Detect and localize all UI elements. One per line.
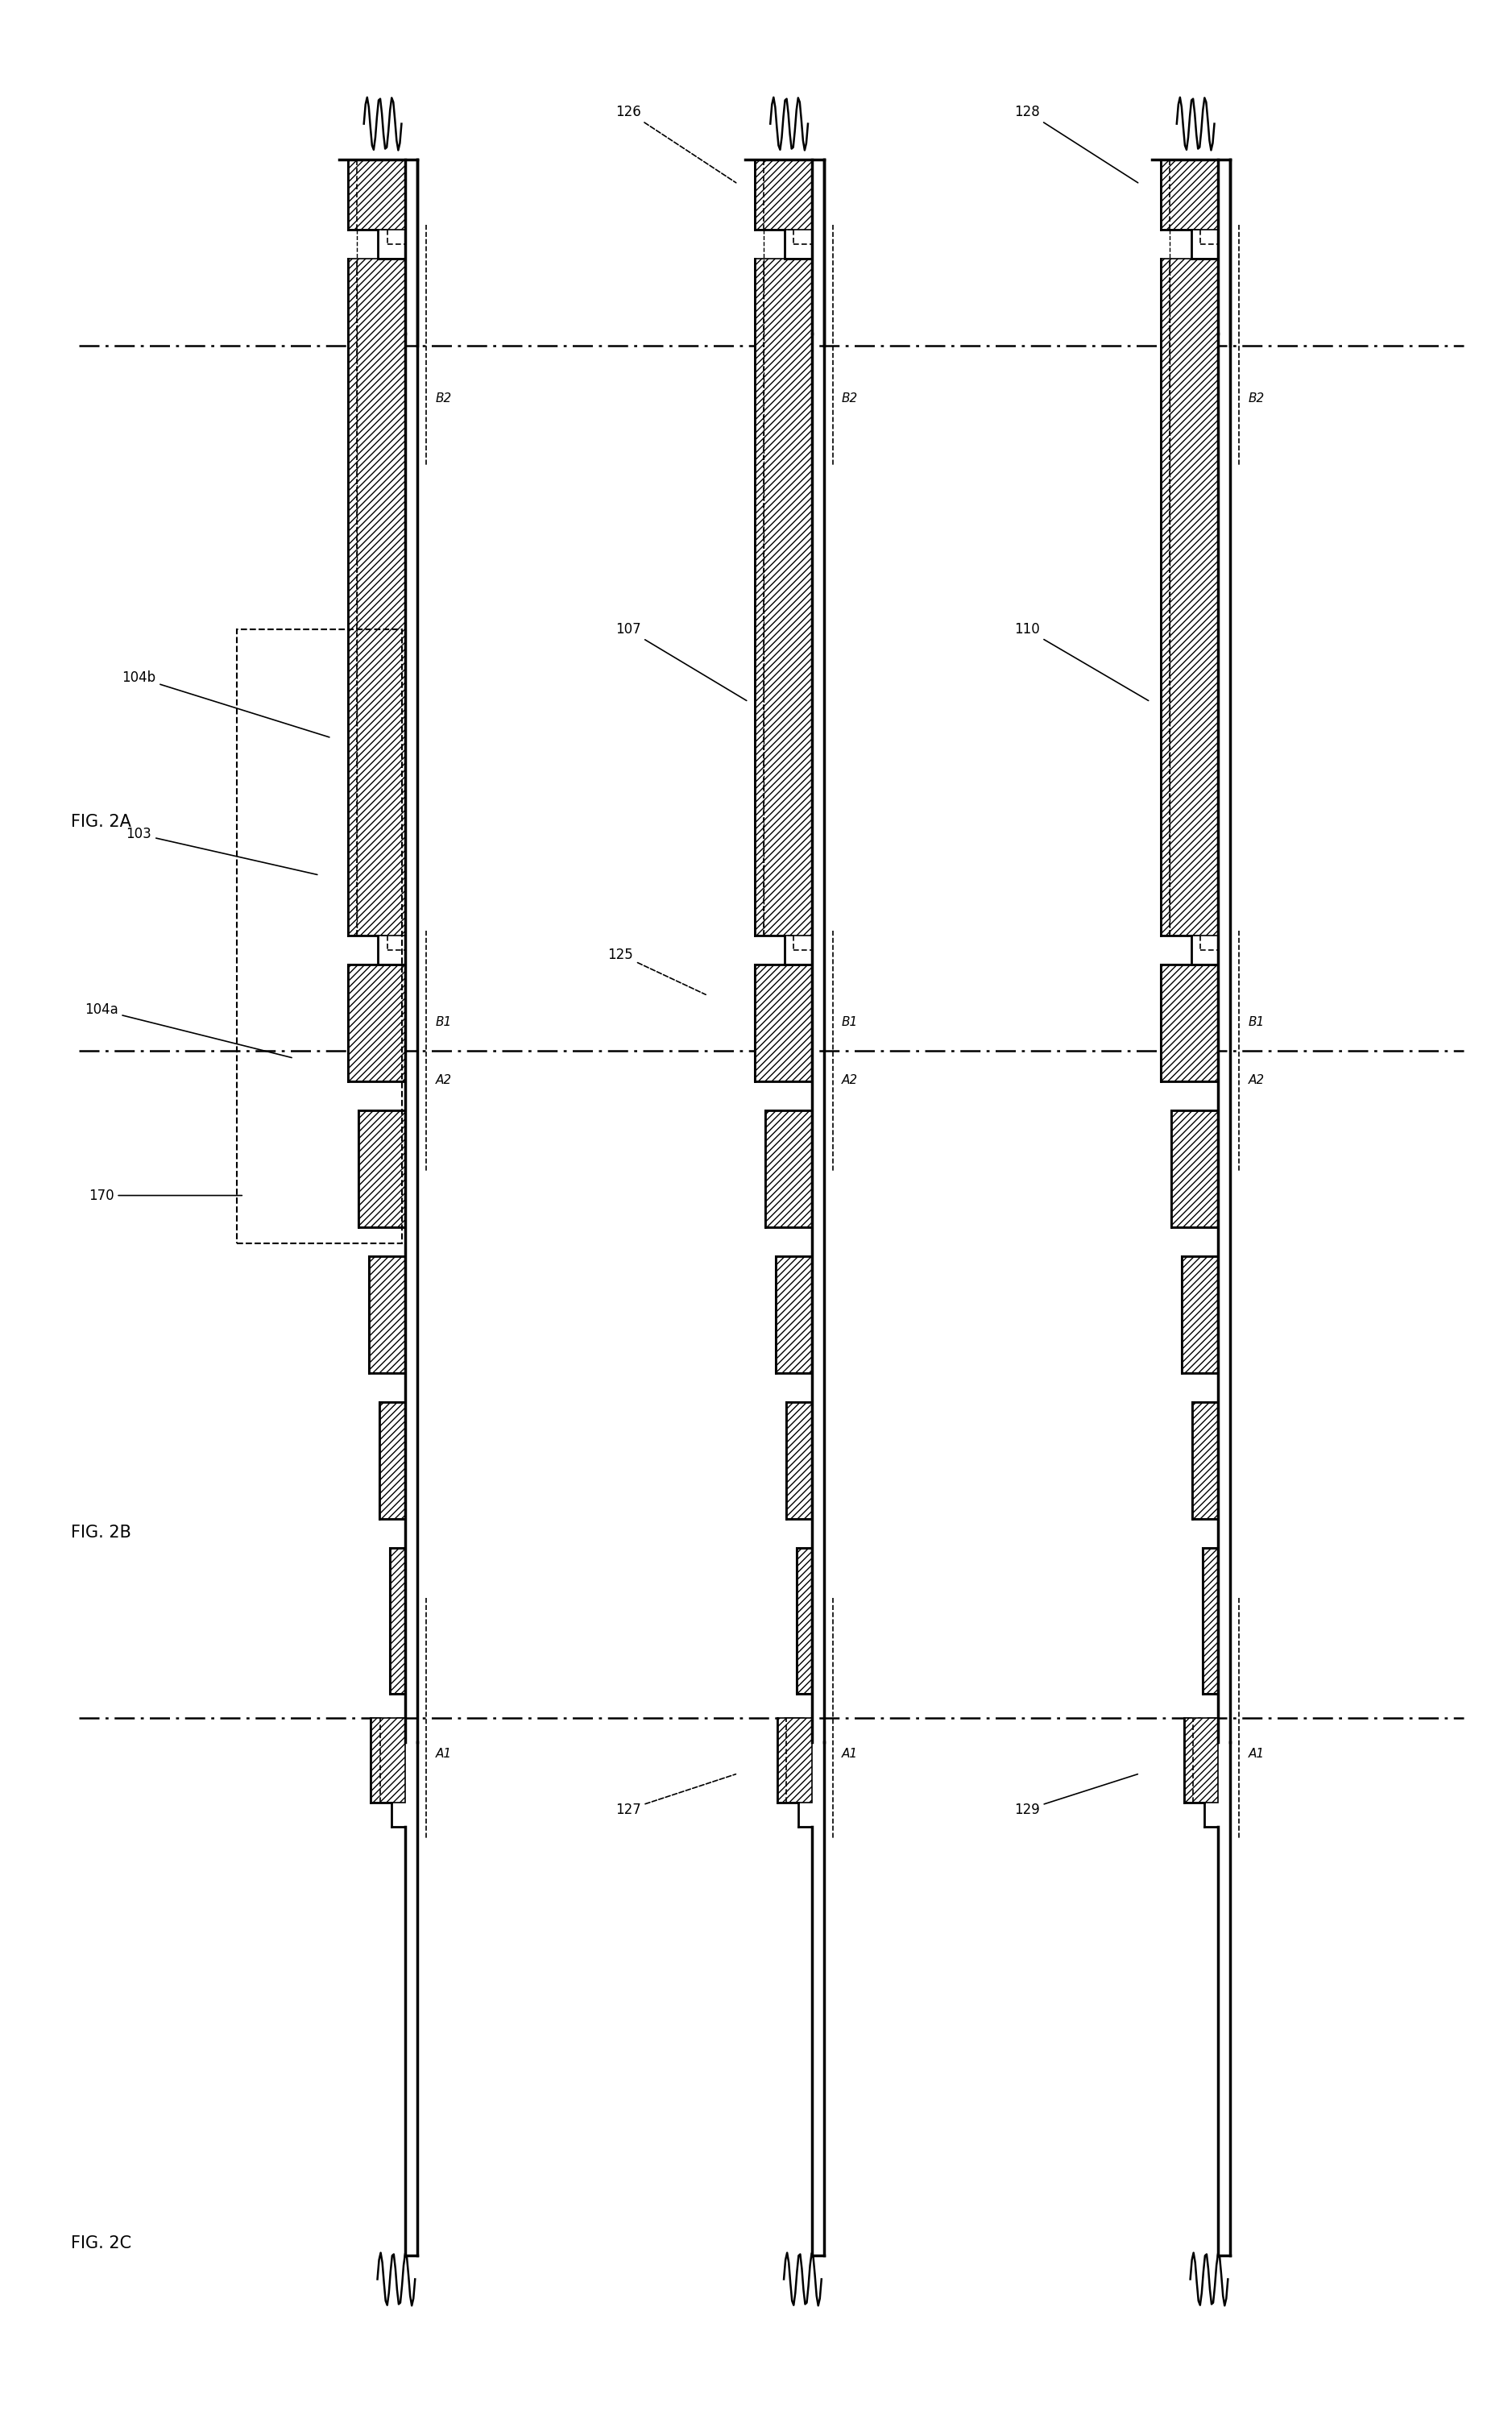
Bar — [765, 1111, 812, 1227]
Text: FIG. 2C: FIG. 2C — [71, 2234, 132, 2251]
Text: 125: 125 — [608, 947, 706, 995]
Text: A1: A1 — [842, 1748, 857, 1761]
Bar — [370, 1717, 405, 1802]
Bar — [390, 1548, 405, 1693]
Bar — [358, 1111, 405, 1227]
Bar — [754, 964, 812, 1082]
Bar — [777, 1717, 812, 1802]
Text: 170: 170 — [89, 1188, 242, 1203]
Bar — [1161, 159, 1219, 229]
Text: B2: B2 — [842, 391, 859, 403]
Text: FIG. 2A: FIG. 2A — [71, 814, 132, 831]
Bar — [348, 159, 405, 229]
Bar — [348, 258, 405, 935]
Text: 128: 128 — [1015, 104, 1139, 184]
Text: 103: 103 — [125, 826, 318, 874]
Text: A1: A1 — [1249, 1748, 1264, 1761]
Bar — [1193, 1403, 1219, 1519]
Text: 129: 129 — [1015, 1775, 1137, 1816]
Bar — [1161, 964, 1219, 1082]
Bar — [1182, 1256, 1219, 1372]
Text: B2: B2 — [1249, 391, 1264, 403]
Text: 104a: 104a — [85, 1002, 292, 1058]
Bar — [1204, 1548, 1219, 1693]
Text: 104b: 104b — [122, 671, 330, 737]
Text: A2: A2 — [435, 1075, 452, 1087]
Text: 127: 127 — [615, 1775, 736, 1816]
Text: A2: A2 — [1249, 1075, 1264, 1087]
Text: B1: B1 — [842, 1017, 859, 1029]
Bar — [348, 964, 405, 1082]
Bar — [786, 1403, 812, 1519]
Text: 110: 110 — [1015, 623, 1149, 700]
Bar — [797, 1548, 812, 1693]
Bar — [1172, 1111, 1219, 1227]
Bar — [776, 1256, 812, 1372]
Bar — [380, 1403, 405, 1519]
Bar — [1161, 258, 1219, 935]
Text: B1: B1 — [435, 1017, 452, 1029]
Bar — [754, 159, 812, 229]
Text: 126: 126 — [615, 104, 736, 184]
Bar — [1184, 1717, 1219, 1802]
Text: B2: B2 — [435, 391, 452, 403]
Text: B1: B1 — [1249, 1017, 1264, 1029]
Text: 107: 107 — [615, 623, 747, 700]
Bar — [754, 258, 812, 935]
Text: A2: A2 — [842, 1075, 857, 1087]
Bar — [369, 1256, 405, 1372]
Text: A1: A1 — [435, 1748, 452, 1761]
Text: FIG. 2B: FIG. 2B — [71, 1524, 132, 1541]
